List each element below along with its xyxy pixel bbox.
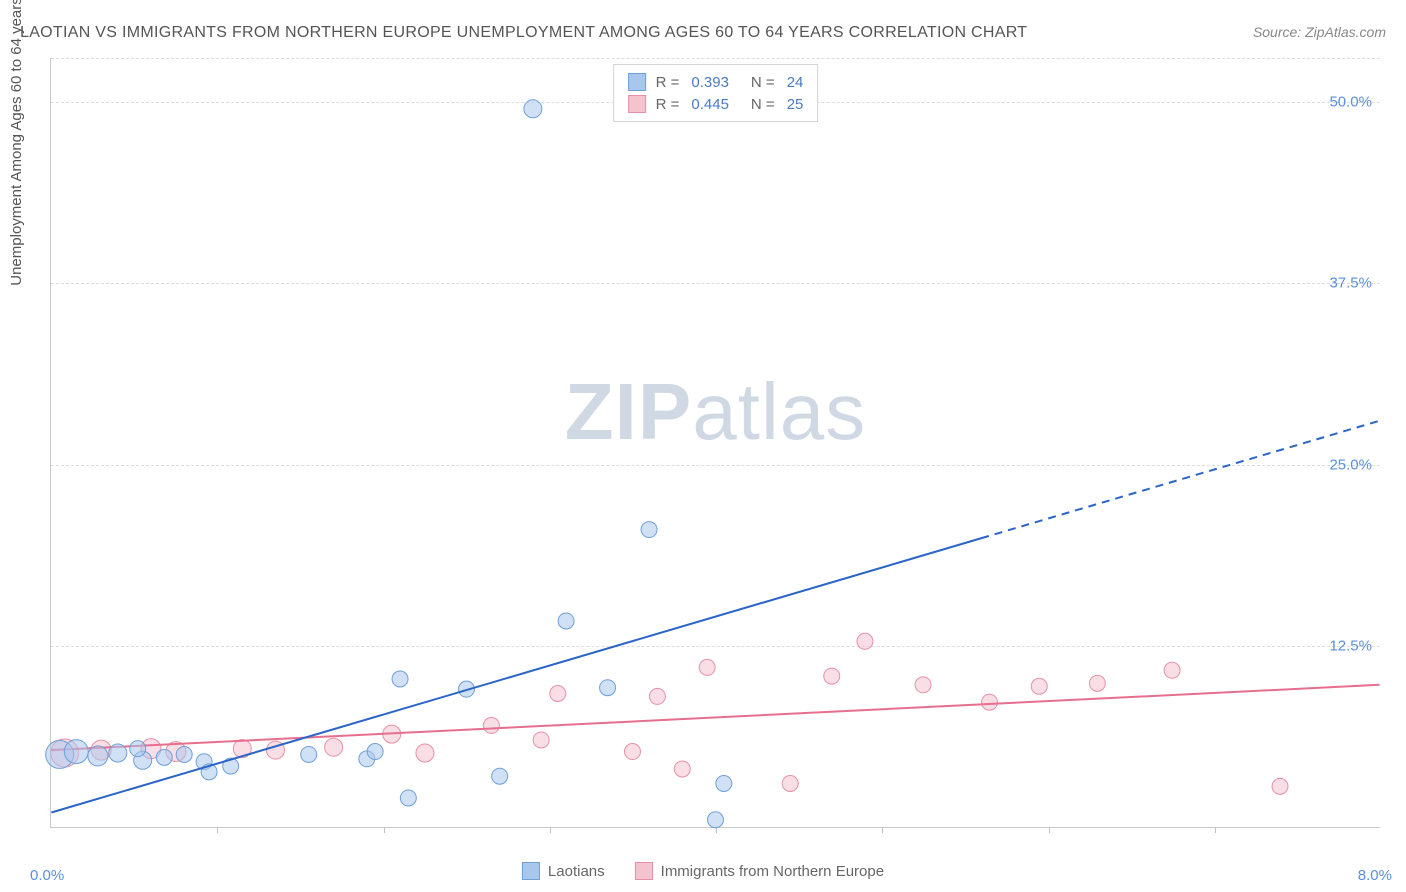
correlation-legend: R = 0.393 N = 24 R = 0.445 N = 25 <box>613 64 819 122</box>
swatch-b <box>628 95 646 113</box>
scatter-point-b <box>782 775 798 791</box>
n-label-a: N = <box>751 74 775 91</box>
scatter-point-a <box>716 775 732 791</box>
scatter-point-a <box>641 522 657 538</box>
swatch-b-icon <box>635 862 653 880</box>
scatter-point-a <box>558 613 574 629</box>
x-tick <box>1049 827 1050 833</box>
legend-row-b: R = 0.445 N = 25 <box>628 93 804 115</box>
scatter-point-a <box>400 790 416 806</box>
scatter-point-b <box>649 688 665 704</box>
swatch-a-icon <box>522 862 540 880</box>
legend-item-a: Laotians <box>522 862 605 880</box>
trend-line-b <box>51 685 1379 750</box>
scatter-point-b <box>915 677 931 693</box>
scatter-point-a <box>367 744 383 760</box>
n-value-b: 25 <box>787 96 804 113</box>
scatter-point-a <box>600 680 616 696</box>
x-tick <box>384 827 385 833</box>
scatter-point-b <box>533 732 549 748</box>
x-tick <box>882 827 883 833</box>
scatter-point-b <box>416 744 434 762</box>
scatter-point-b <box>1272 778 1288 794</box>
r-value-a: 0.393 <box>691 74 729 91</box>
scatter-point-b <box>1031 678 1047 694</box>
scatter-point-b <box>699 659 715 675</box>
legend-row-a: R = 0.393 N = 24 <box>628 71 804 93</box>
swatch-a <box>628 73 646 91</box>
legend-item-b: Immigrants from Northern Europe <box>635 862 884 880</box>
chart-title: LAOTIAN VS IMMIGRANTS FROM NORTHERN EURO… <box>20 24 1027 42</box>
scatter-point-a <box>88 746 108 766</box>
y-axis-title: Unemployment Among Ages 60 to 64 years <box>8 0 25 286</box>
x-axis-min-label: 0.0% <box>30 867 64 884</box>
source-attribution: Source: ZipAtlas.com <box>1253 24 1386 40</box>
scatter-point-b <box>1164 662 1180 678</box>
x-tick <box>217 827 218 833</box>
scatter-point-b <box>483 717 499 733</box>
scatter-point-a <box>176 746 192 762</box>
scatter-point-a <box>708 812 724 828</box>
scatter-point-a <box>492 768 508 784</box>
n-label-b: N = <box>751 96 775 113</box>
scatter-point-a <box>156 749 172 765</box>
n-value-a: 24 <box>787 74 804 91</box>
scatter-point-b <box>824 668 840 684</box>
trend-line-dash-a <box>981 421 1379 539</box>
scatter-point-a <box>130 741 146 757</box>
scatter-point-b <box>857 633 873 649</box>
scatter-point-a <box>301 746 317 762</box>
scatter-point-b <box>550 686 566 702</box>
scatter-point-a <box>64 740 88 764</box>
chart-plot-area: ZIPatlas R = 0.393 N = 24 R = 0.445 N = … <box>50 58 1380 828</box>
r-label-b: R = <box>656 96 680 113</box>
scatter-point-b <box>624 744 640 760</box>
chart-svg <box>51 58 1380 827</box>
scatter-point-b <box>1089 675 1105 691</box>
scatter-point-b <box>981 694 997 710</box>
x-axis-max-label: 8.0% <box>1358 867 1392 884</box>
series-legend: Laotians Immigrants from Northern Europe <box>522 862 884 880</box>
r-value-b: 0.445 <box>691 96 729 113</box>
scatter-point-b <box>325 738 343 756</box>
x-tick <box>550 827 551 833</box>
r-label-a: R = <box>656 74 680 91</box>
x-tick <box>1215 827 1216 833</box>
series-b-name: Immigrants from Northern Europe <box>661 863 884 880</box>
scatter-point-a <box>392 671 408 687</box>
scatter-point-b <box>674 761 690 777</box>
series-a-name: Laotians <box>548 863 605 880</box>
scatter-point-a <box>109 744 127 762</box>
scatter-point-a <box>524 100 542 118</box>
trend-line-a <box>51 538 981 812</box>
